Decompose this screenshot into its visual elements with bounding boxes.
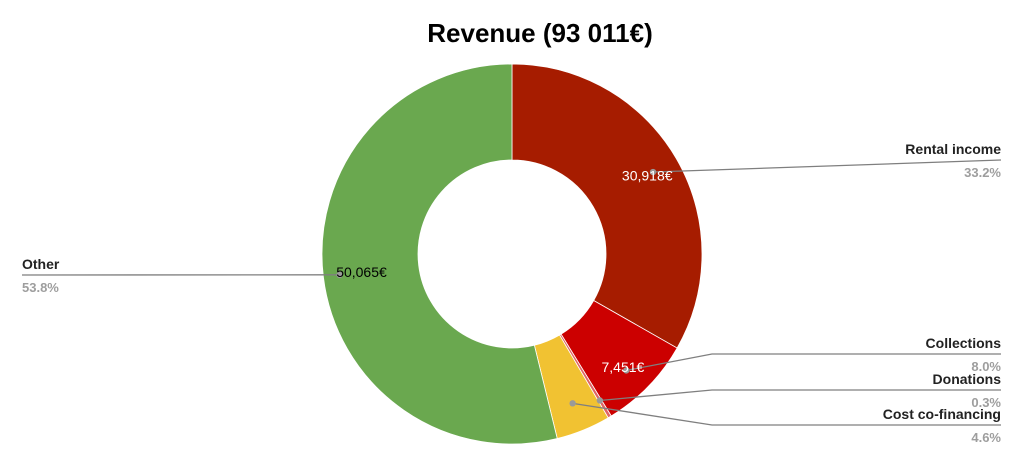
leader-dot-cost-co-financing (569, 400, 576, 407)
label-name-donations: Donations (933, 371, 1002, 387)
label-percent-rental-income: 33.2% (964, 165, 1001, 180)
leader-dot-rental-income (649, 168, 657, 176)
value-label-other: 50,065€ (336, 264, 387, 280)
slices-group (321, 63, 703, 445)
labels-group: 30,918€ Rental income 33.2% 7,451€ Collectio… (22, 141, 1001, 445)
label-percent-collections: 8.0% (971, 359, 1001, 374)
label-name-collections: Collections (926, 335, 1002, 351)
slice-rental-income[interactable] (511, 63, 703, 349)
label-name-cost-co-financing: Cost co-financing (883, 406, 1001, 422)
leader-line-collections (626, 353, 1001, 372)
leader-lines-group (21, 159, 1002, 426)
leader-dot-collections (623, 367, 630, 374)
leader-line-donations (599, 389, 1001, 402)
label-percent-cost-co-financing: 4.6% (971, 430, 1001, 445)
leader-dot-other (336, 271, 343, 279)
value-label-rental-income: 30,918€ (622, 167, 673, 183)
leader-line-cost-co-financing (572, 402, 1001, 426)
label-percent-other: 53.8% (22, 280, 59, 295)
label-name-other: Other (22, 256, 60, 272)
label-name-rental-income: Rental income (905, 141, 1001, 157)
chart-title: Revenue (93 011€) (427, 18, 652, 48)
leader-line-rental-income (653, 159, 1002, 173)
value-label-collections: 7,451€ (601, 359, 644, 375)
slice-other[interactable] (321, 63, 558, 445)
leader-dot-donations (596, 397, 604, 404)
label-percent-donations: 0.3% (971, 395, 1001, 410)
